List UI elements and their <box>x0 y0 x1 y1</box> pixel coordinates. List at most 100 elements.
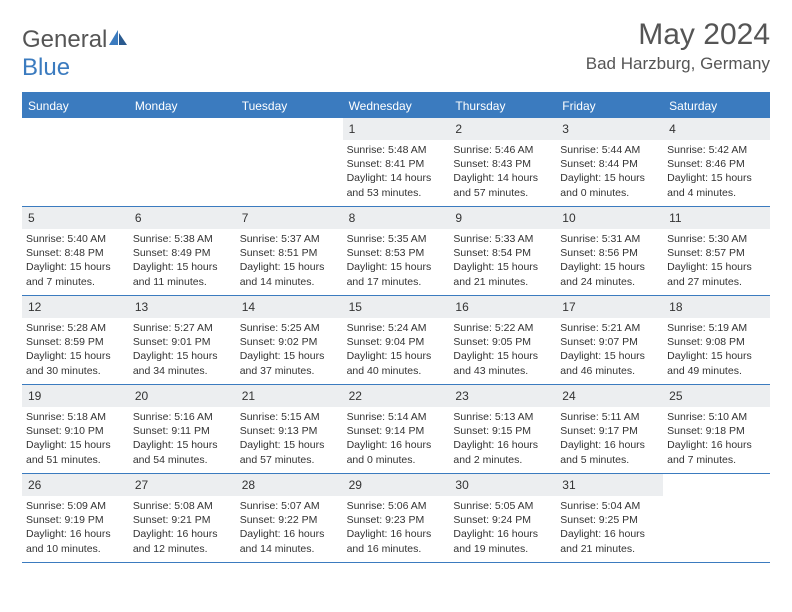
day-cell: 3Sunrise: 5:44 AMSunset: 8:44 PMDaylight… <box>556 118 663 206</box>
daylight-line: Daylight: 15 hours and 21 minutes. <box>453 260 552 288</box>
sunrise-line: Sunrise: 5:22 AM <box>453 321 552 335</box>
day-cell: 11Sunrise: 5:30 AMSunset: 8:57 PMDayligh… <box>663 207 770 295</box>
logo: GeneralBlue <box>22 26 129 82</box>
day-cell: 1Sunrise: 5:48 AMSunset: 8:41 PMDaylight… <box>343 118 450 206</box>
daynum-row: 27 <box>129 474 236 496</box>
daylight-line: Daylight: 15 hours and 11 minutes. <box>133 260 232 288</box>
daynum-row: 22 <box>343 385 450 407</box>
sunset-line: Sunset: 8:49 PM <box>133 246 232 260</box>
sunrise-line: Sunrise: 5:04 AM <box>560 499 659 513</box>
sunrise-line: Sunrise: 5:10 AM <box>667 410 766 424</box>
day-number: 10 <box>562 211 575 225</box>
logo-text-blue: Blue <box>22 54 70 81</box>
daylight-line: Daylight: 15 hours and 24 minutes. <box>560 260 659 288</box>
daynum-row: 30 <box>449 474 556 496</box>
sunset-line: Sunset: 8:46 PM <box>667 157 766 171</box>
day-cell: 8Sunrise: 5:35 AMSunset: 8:53 PMDaylight… <box>343 207 450 295</box>
day-number: 25 <box>669 389 682 403</box>
day-cell: 26Sunrise: 5:09 AMSunset: 9:19 PMDayligh… <box>22 474 129 562</box>
day-cell: 14Sunrise: 5:25 AMSunset: 9:02 PMDayligh… <box>236 296 343 384</box>
day-header: Thursday <box>449 94 556 118</box>
daynum-row: 16 <box>449 296 556 318</box>
day-header: Sunday <box>22 94 129 118</box>
sunrise-line: Sunrise: 5:21 AM <box>560 321 659 335</box>
sunset-line: Sunset: 9:19 PM <box>26 513 125 527</box>
day-cell: 31Sunrise: 5:04 AMSunset: 9:25 PMDayligh… <box>556 474 663 562</box>
day-cell <box>236 118 343 206</box>
sunset-line: Sunset: 8:48 PM <box>26 246 125 260</box>
day-number: 12 <box>28 300 41 314</box>
daylight-line: Daylight: 15 hours and 49 minutes. <box>667 349 766 377</box>
day-number: 9 <box>455 211 462 225</box>
sunset-line: Sunset: 8:53 PM <box>347 246 446 260</box>
day-cell: 20Sunrise: 5:16 AMSunset: 9:11 PMDayligh… <box>129 385 236 473</box>
daynum-row: 2 <box>449 118 556 140</box>
logo-text: GeneralBlue <box>22 26 129 82</box>
day-number: 30 <box>455 478 468 492</box>
sunrise-line: Sunrise: 5:14 AM <box>347 410 446 424</box>
sunrise-line: Sunrise: 5:42 AM <box>667 143 766 157</box>
day-number: 27 <box>135 478 148 492</box>
daynum-row: 11 <box>663 207 770 229</box>
week-row: 12Sunrise: 5:28 AMSunset: 8:59 PMDayligh… <box>22 296 770 385</box>
daylight-line: Daylight: 15 hours and 54 minutes. <box>133 438 232 466</box>
day-number: 8 <box>349 211 356 225</box>
calendar: SundayMondayTuesdayWednesdayThursdayFrid… <box>22 92 770 563</box>
daylight-line: Daylight: 15 hours and 43 minutes. <box>453 349 552 377</box>
daylight-line: Daylight: 16 hours and 5 minutes. <box>560 438 659 466</box>
sunrise-line: Sunrise: 5:33 AM <box>453 232 552 246</box>
header: GeneralBlue May 2024 Bad Harzburg, Germa… <box>22 18 770 82</box>
sunrise-line: Sunrise: 5:24 AM <box>347 321 446 335</box>
daylight-line: Daylight: 15 hours and 0 minutes. <box>560 171 659 199</box>
day-cell: 9Sunrise: 5:33 AMSunset: 8:54 PMDaylight… <box>449 207 556 295</box>
day-cell: 13Sunrise: 5:27 AMSunset: 9:01 PMDayligh… <box>129 296 236 384</box>
day-number: 22 <box>349 389 362 403</box>
sunrise-line: Sunrise: 5:15 AM <box>240 410 339 424</box>
daynum-row: 8 <box>343 207 450 229</box>
day-cell <box>129 118 236 206</box>
day-header: Friday <box>556 94 663 118</box>
day-number: 16 <box>455 300 468 314</box>
daylight-line: Daylight: 15 hours and 27 minutes. <box>667 260 766 288</box>
day-number: 31 <box>562 478 575 492</box>
daylight-line: Daylight: 15 hours and 46 minutes. <box>560 349 659 377</box>
daylight-line: Daylight: 16 hours and 12 minutes. <box>133 527 232 555</box>
day-cell: 19Sunrise: 5:18 AMSunset: 9:10 PMDayligh… <box>22 385 129 473</box>
sunset-line: Sunset: 8:43 PM <box>453 157 552 171</box>
daynum-row: 19 <box>22 385 129 407</box>
sunrise-line: Sunrise: 5:09 AM <box>26 499 125 513</box>
sunrise-line: Sunrise: 5:05 AM <box>453 499 552 513</box>
daylight-line: Daylight: 16 hours and 0 minutes. <box>347 438 446 466</box>
day-number: 20 <box>135 389 148 403</box>
daynum-row: 7 <box>236 207 343 229</box>
day-number: 11 <box>669 211 681 225</box>
day-cell: 17Sunrise: 5:21 AMSunset: 9:07 PMDayligh… <box>556 296 663 384</box>
sunrise-line: Sunrise: 5:38 AM <box>133 232 232 246</box>
day-number: 14 <box>242 300 255 314</box>
sunrise-line: Sunrise: 5:31 AM <box>560 232 659 246</box>
daynum-row: 4 <box>663 118 770 140</box>
day-cell: 24Sunrise: 5:11 AMSunset: 9:17 PMDayligh… <box>556 385 663 473</box>
day-number: 21 <box>242 389 255 403</box>
daylight-line: Daylight: 15 hours and 37 minutes. <box>240 349 339 377</box>
day-number: 13 <box>135 300 148 314</box>
sunset-line: Sunset: 9:10 PM <box>26 424 125 438</box>
sunset-line: Sunset: 9:08 PM <box>667 335 766 349</box>
title-block: May 2024 Bad Harzburg, Germany <box>586 18 770 74</box>
sunrise-line: Sunrise: 5:06 AM <box>347 499 446 513</box>
day-cell: 2Sunrise: 5:46 AMSunset: 8:43 PMDaylight… <box>449 118 556 206</box>
daynum-row: 17 <box>556 296 663 318</box>
sunrise-line: Sunrise: 5:40 AM <box>26 232 125 246</box>
daynum-row: 5 <box>22 207 129 229</box>
daynum-row: 6 <box>129 207 236 229</box>
sunset-line: Sunset: 9:05 PM <box>453 335 552 349</box>
day-header: Wednesday <box>343 94 450 118</box>
sunrise-line: Sunrise: 5:44 AM <box>560 143 659 157</box>
sunset-line: Sunset: 9:24 PM <box>453 513 552 527</box>
sunset-line: Sunset: 8:44 PM <box>560 157 659 171</box>
day-cell: 28Sunrise: 5:07 AMSunset: 9:22 PMDayligh… <box>236 474 343 562</box>
daylight-line: Daylight: 16 hours and 7 minutes. <box>667 438 766 466</box>
day-cell: 29Sunrise: 5:06 AMSunset: 9:23 PMDayligh… <box>343 474 450 562</box>
day-cell <box>663 474 770 562</box>
sunset-line: Sunset: 8:56 PM <box>560 246 659 260</box>
